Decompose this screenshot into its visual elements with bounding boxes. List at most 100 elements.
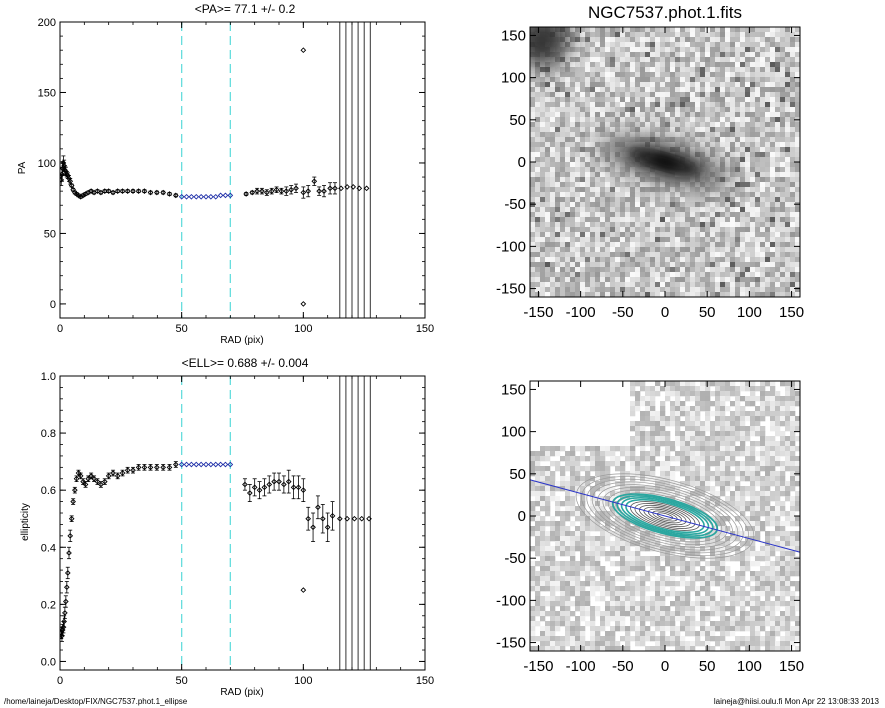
- image-pixel: [625, 217, 631, 223]
- contour-pixel: [580, 446, 586, 452]
- contour-pixel: [625, 606, 631, 612]
- image-pixel: [660, 32, 666, 38]
- image-pixel: [595, 157, 601, 163]
- image-pixel: [680, 97, 686, 103]
- contour-pixel: [690, 646, 696, 651]
- contour-pixel: [660, 431, 666, 437]
- image-pixel: [730, 237, 736, 243]
- image-pixel: [575, 227, 581, 233]
- contour-pixel: [530, 566, 536, 572]
- image-pixel: [780, 277, 786, 283]
- image-pixel: [545, 287, 551, 293]
- contour-pixel: [540, 516, 546, 522]
- image-pixel: [785, 87, 791, 93]
- image-pixel: [795, 97, 800, 103]
- image-pixel: [710, 207, 716, 213]
- image-pixel: [790, 87, 796, 93]
- image-pixel: [555, 177, 561, 183]
- image-pixel: [545, 152, 551, 158]
- contour-pixel: [630, 621, 636, 627]
- image-pixel: [695, 277, 701, 283]
- image-pixel: [675, 242, 681, 248]
- image-pixel: [555, 132, 561, 138]
- image-pixel: [690, 202, 696, 208]
- image-pixel: [710, 217, 716, 223]
- contour-pixel: [590, 451, 596, 457]
- contour-pixel: [690, 616, 696, 622]
- image-pixel: [750, 287, 756, 293]
- image-pixel: [635, 212, 641, 218]
- image-pixel: [775, 232, 781, 238]
- image-pixel: [545, 142, 551, 148]
- contour-pixel: [600, 446, 606, 452]
- contour-pixel: [610, 456, 616, 462]
- contour-pixel: [550, 571, 556, 577]
- contour-pixel: [655, 411, 661, 417]
- image-pixel: [680, 92, 686, 98]
- image-pixel: [550, 257, 556, 263]
- contour-pixel: [630, 586, 636, 592]
- contour-pixel: [630, 381, 636, 387]
- image-pixel: [615, 232, 621, 238]
- contour-pixel: [555, 596, 561, 602]
- image-pixel: [605, 267, 611, 273]
- image-pixel: [545, 102, 551, 108]
- image-pixel: [535, 237, 541, 243]
- image-pixel: [760, 107, 766, 113]
- image-pixel: [690, 237, 696, 243]
- image-pixel: [715, 202, 721, 208]
- contour-pixel: [560, 476, 566, 482]
- image-pixel: [700, 137, 706, 143]
- image-pixel: [765, 137, 771, 143]
- image-pixel: [795, 242, 800, 248]
- image-pixel: [720, 92, 726, 98]
- image-pixel: [550, 147, 556, 153]
- image-pixel: [620, 87, 626, 93]
- image-pixel: [745, 247, 751, 253]
- image-pixel: [750, 277, 756, 283]
- contour-pixel: [565, 586, 571, 592]
- image-pixel: [685, 222, 691, 228]
- image-pixel: [655, 107, 661, 113]
- image-pixel: [580, 207, 586, 213]
- contour-pixel: [580, 591, 586, 597]
- image-pixel: [770, 67, 776, 73]
- image-pixel: [720, 87, 726, 93]
- contour-pixel: [535, 561, 541, 567]
- image-pixel: [630, 57, 636, 63]
- image-pixel: [760, 252, 766, 258]
- image-pixel: [660, 222, 666, 228]
- image-pixel: [705, 222, 711, 228]
- image-pixel: [660, 97, 666, 103]
- image-pixel: [630, 172, 636, 178]
- contour-pixel: [605, 641, 611, 647]
- contour-pixel: [695, 501, 701, 507]
- image-pixel: [725, 37, 731, 43]
- data-point: [114, 473, 121, 479]
- image-pixel: [630, 82, 636, 88]
- contour-pixel: [575, 641, 581, 647]
- image-pixel: [720, 107, 726, 113]
- image-pixel: [635, 282, 641, 288]
- y-tick-label: 50: [44, 228, 56, 240]
- image-pixel: [790, 112, 796, 118]
- image-pixel: [580, 77, 586, 83]
- image-pixel: [780, 142, 786, 148]
- x-tick-label: 0: [57, 323, 63, 335]
- image-pixel: [770, 237, 776, 243]
- image-pixel: [795, 92, 800, 98]
- image-pixel: [655, 287, 661, 293]
- contour-pixel: [610, 476, 616, 482]
- contour-pixel: [575, 601, 581, 607]
- image-pixel: [745, 267, 751, 273]
- contour-pixel: [545, 646, 551, 651]
- plot-frame: [59, 375, 426, 671]
- contour-pixel: [630, 626, 636, 632]
- data-point: [350, 184, 357, 190]
- contour-pixel: [675, 406, 681, 412]
- image-pixel: [725, 47, 731, 53]
- image-pixel: [555, 127, 561, 133]
- image-pixel: [715, 217, 721, 223]
- image-pixel: [630, 102, 636, 108]
- image-pixel: [640, 82, 646, 88]
